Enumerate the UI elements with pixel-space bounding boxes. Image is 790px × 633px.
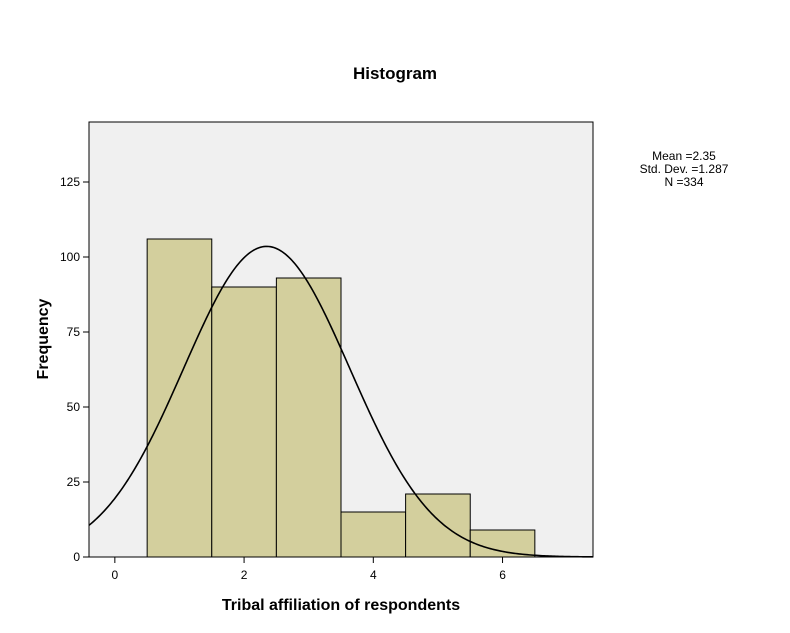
y-tick-label-25: 25 [67, 475, 81, 489]
y-tick-label-0: 0 [73, 550, 80, 564]
stat-std-dev: Std. Dev. =1.287 [640, 162, 729, 176]
y-tick-label-75: 75 [67, 325, 81, 339]
histogram-bar-4 [340, 511, 407, 558]
stat-mean: Mean =2.35 [652, 149, 716, 163]
x-axis-label: Tribal affiliation of respondents [222, 597, 460, 614]
normal-curve [88, 245, 594, 558]
histogram-bar-1 [146, 238, 213, 558]
histogram-bar-5 [405, 493, 471, 558]
y-tick-label-125: 125 [60, 175, 80, 189]
histogram-bar-2 [211, 286, 277, 558]
stat-n: N =334 [664, 175, 703, 189]
x-tick-label-0: 0 [112, 568, 119, 582]
histogram-bar-3 [275, 277, 342, 558]
x-tick-label-4: 4 [370, 568, 377, 582]
chart-title: Histogram [353, 64, 437, 83]
plot-frame [88, 121, 594, 558]
x-tick-label-6: 6 [499, 568, 506, 582]
y-axis-label: Frequency [35, 298, 52, 379]
x-tick-label-2: 2 [241, 568, 248, 582]
y-tick-label-100: 100 [60, 250, 80, 264]
histogram-bar-6 [469, 529, 536, 558]
y-tick-label-50: 50 [67, 400, 81, 414]
